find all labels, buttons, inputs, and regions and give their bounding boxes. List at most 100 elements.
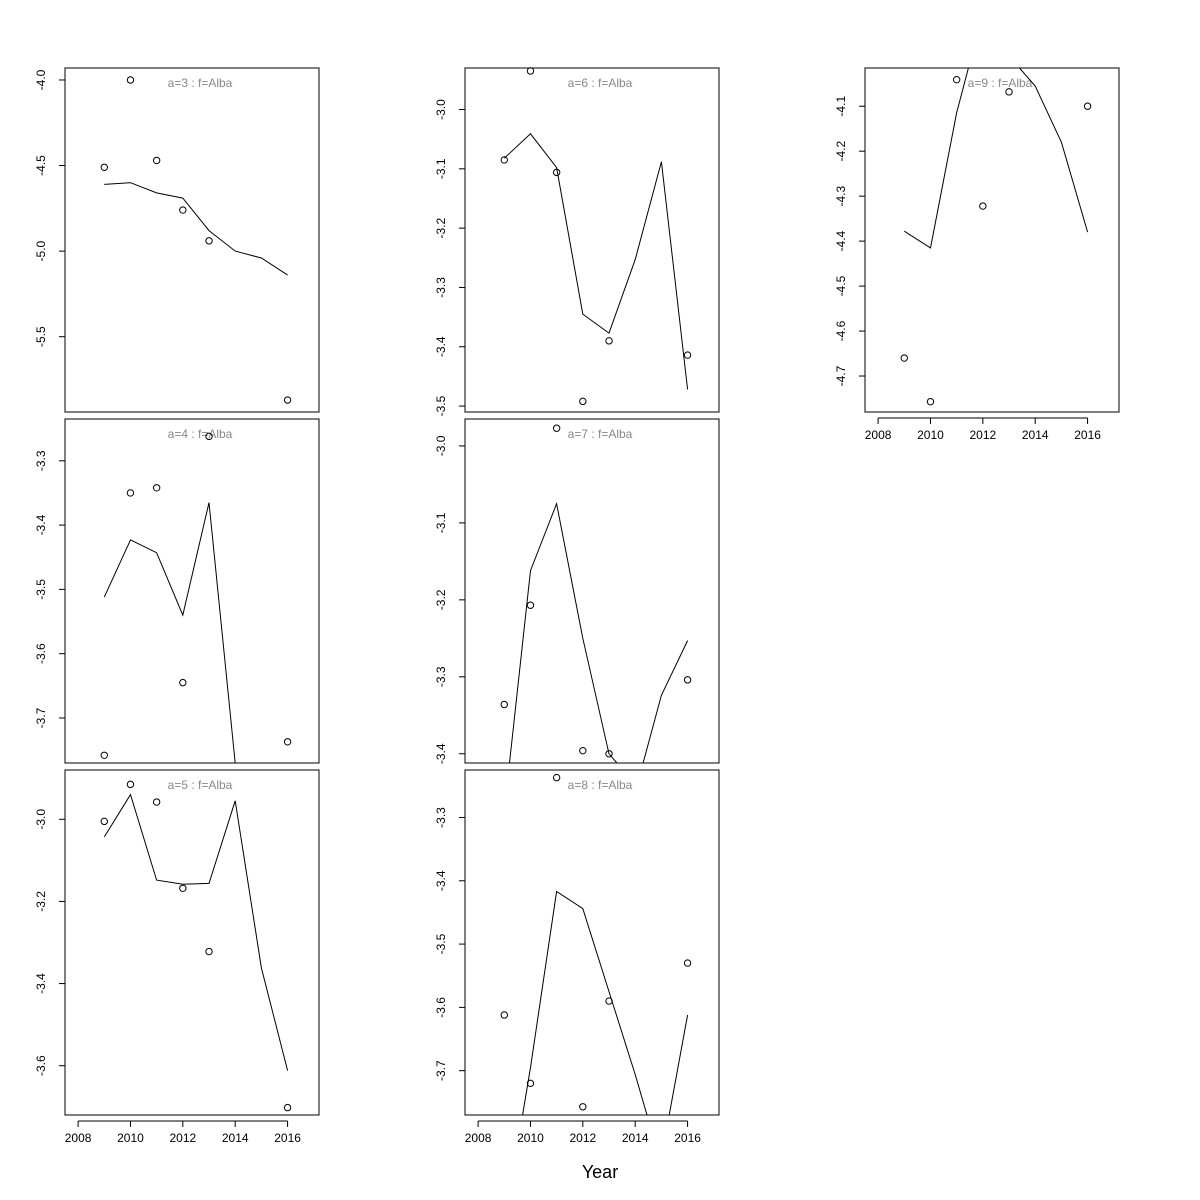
y-tick-label: -3.3 bbox=[434, 807, 448, 828]
plot-frame bbox=[464, 67, 720, 413]
panel-7: a=9 : f=Alba -4.1 -4.2 -4.3 -4.4 -4.5 -4.6 -4.7… bbox=[834, 67, 1120, 442]
plot-area bbox=[503, 133, 689, 390]
data-point bbox=[179, 884, 187, 892]
data-point bbox=[952, 75, 961, 84]
data-point bbox=[579, 1103, 587, 1111]
y-tick-label: -4.3 bbox=[834, 185, 848, 206]
data-point bbox=[552, 773, 561, 782]
plot-frame bbox=[864, 67, 1120, 413]
plot-area bbox=[509, 501, 689, 763]
plot-area bbox=[904, 68, 1089, 249]
data-point bbox=[179, 206, 187, 214]
x-tick-label: 2010 bbox=[517, 1131, 544, 1145]
panel-2: a=4 : f=Alba -3.3 -3.4 -3.5 -3.6 -3.7 bbox=[34, 418, 320, 764]
panel-title: a=9 : f=Alba bbox=[968, 76, 1033, 90]
x-tick-label: 2010 bbox=[117, 1131, 144, 1145]
data-point bbox=[152, 484, 161, 492]
y-tick-label: -3.1 bbox=[434, 512, 448, 533]
data-point bbox=[1083, 102, 1092, 110]
x-tick-label: 2008 bbox=[65, 1131, 92, 1145]
fitted-line-segment bbox=[668, 1014, 689, 1115]
fitted-line bbox=[103, 793, 289, 1071]
fitted-line-segment bbox=[1019, 68, 1089, 233]
data-point bbox=[205, 432, 213, 441]
fitted-line bbox=[503, 133, 689, 390]
y-tick-label: -3.6 bbox=[34, 1055, 48, 1076]
data-point bbox=[552, 168, 561, 177]
data-point bbox=[179, 678, 187, 687]
data-point bbox=[126, 780, 135, 789]
y-tick-label: -3.2 bbox=[434, 589, 448, 610]
x-tick-label: 2016 bbox=[674, 1131, 701, 1145]
panel-title: a=3 : f=Alba bbox=[168, 76, 233, 90]
data-point bbox=[579, 397, 587, 406]
data-point bbox=[205, 237, 213, 245]
y-tick-label: -3.4 bbox=[434, 743, 448, 764]
data-point bbox=[500, 700, 508, 709]
data-point bbox=[526, 67, 535, 75]
x-tick-label: 2016 bbox=[274, 1131, 301, 1145]
y-tick-label: -4.7 bbox=[834, 365, 848, 386]
data-point bbox=[605, 750, 613, 758]
data-point bbox=[683, 351, 692, 359]
y-tick-label: -5.5 bbox=[34, 326, 48, 347]
y-tick-label: -4.5 bbox=[834, 275, 848, 296]
data-point bbox=[605, 337, 613, 345]
y-tick-label: -3.5 bbox=[34, 579, 48, 600]
y-tick-label: -4.5 bbox=[34, 155, 48, 176]
panel-5: a=7 : f=Alba -3.0 -3.1 -3.2 -3.3 -3.4 bbox=[434, 418, 720, 764]
y-tick-label: -3.3 bbox=[434, 277, 448, 298]
panel-title: a=7 : f=Alba bbox=[568, 427, 633, 441]
panel-title: a=5 : f=Alba bbox=[168, 778, 233, 792]
y-tick-label: -3.7 bbox=[34, 707, 48, 728]
y-tick-label: -3.3 bbox=[434, 666, 448, 687]
y-tick-label: -3.3 bbox=[34, 450, 48, 471]
data-point bbox=[926, 397, 935, 406]
fitted-line bbox=[904, 68, 969, 249]
plot-frame bbox=[64, 67, 320, 413]
y-tick-label: -3.0 bbox=[434, 99, 448, 120]
x-tick-label: 2016 bbox=[1074, 428, 1101, 442]
fitted-line bbox=[522, 890, 648, 1115]
panel-3: a=5 : f=Alba -3.0 -3.2 -3.4 -3.6 2008 2010 2012… bbox=[34, 769, 320, 1145]
plot-area bbox=[103, 502, 236, 763]
plot-frame bbox=[64, 418, 320, 764]
y-tick-label: -4.6 bbox=[834, 320, 848, 341]
fitted-line-segment bbox=[642, 640, 689, 763]
x-tick-label: 2014 bbox=[622, 1131, 649, 1145]
data-point bbox=[579, 746, 587, 755]
panel-1: a=3 : f=Alba -4.0 -4.5 -5.0 -5.5 bbox=[34, 67, 320, 413]
x-tick-label: 2014 bbox=[1022, 428, 1049, 442]
data-point bbox=[500, 1011, 508, 1019]
y-tick-label: -3.6 bbox=[434, 997, 448, 1018]
data-point bbox=[1005, 88, 1013, 96]
y-tick-label: -3.0 bbox=[34, 809, 48, 830]
plot-area bbox=[103, 793, 289, 1071]
data-point bbox=[683, 676, 692, 684]
plot-frame bbox=[464, 418, 720, 764]
x-tick-label: 2014 bbox=[222, 1131, 249, 1145]
y-tick-label: -4.1 bbox=[834, 96, 848, 117]
y-tick-label: -3.5 bbox=[434, 395, 448, 416]
data-point bbox=[126, 489, 135, 497]
y-tick-label: -3.4 bbox=[434, 870, 448, 891]
y-tick-label: -4.4 bbox=[834, 230, 848, 251]
y-tick-label: -4.0 bbox=[34, 69, 48, 90]
data-point bbox=[283, 1103, 292, 1112]
y-tick-label: -3.2 bbox=[434, 217, 448, 238]
x-tick-label: 2008 bbox=[865, 428, 892, 442]
panel-title: a=8 : f=Alba bbox=[568, 778, 633, 792]
plot-frame bbox=[64, 769, 320, 1116]
y-tick-label: -3.0 bbox=[434, 435, 448, 456]
y-tick-label: -4.2 bbox=[834, 141, 848, 162]
y-tick-label: -5.0 bbox=[34, 240, 48, 261]
y-tick-label: -3.4 bbox=[34, 973, 48, 994]
data-point bbox=[283, 396, 292, 404]
x-tick-label: 2012 bbox=[169, 1131, 196, 1145]
y-tick-label: -3.6 bbox=[34, 643, 48, 664]
y-tick-label: -3.2 bbox=[34, 891, 48, 912]
y-tick-label: -3.4 bbox=[34, 514, 48, 535]
fitted-line bbox=[104, 182, 288, 276]
x-tick-label: 2010 bbox=[917, 428, 944, 442]
plot-area bbox=[522, 890, 689, 1115]
